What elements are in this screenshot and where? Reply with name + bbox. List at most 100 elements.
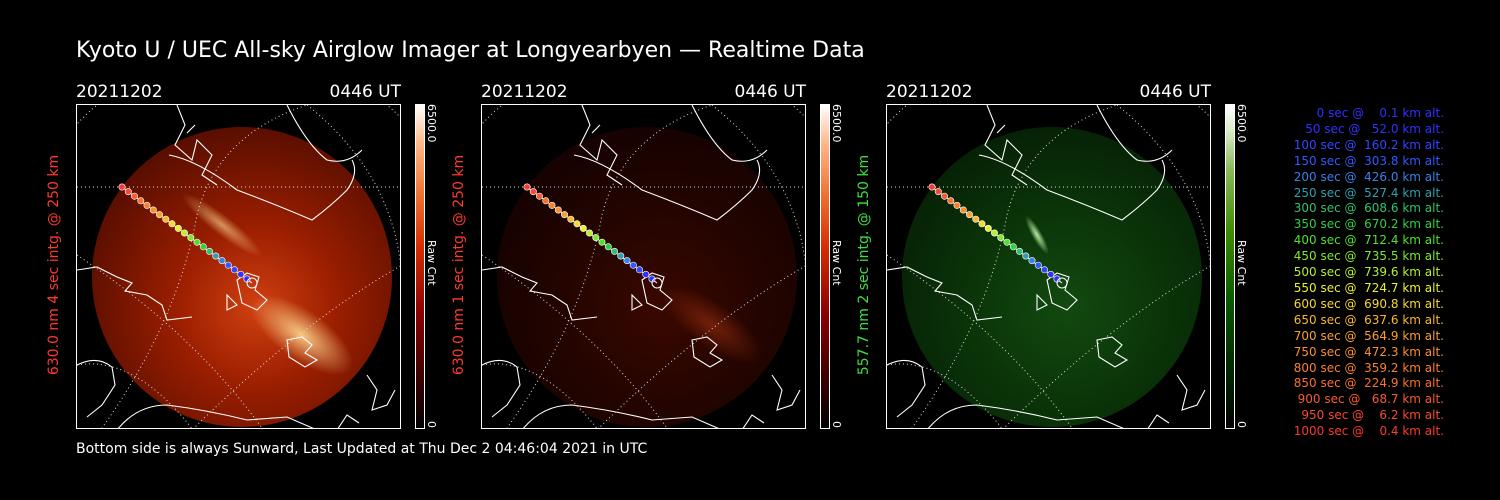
legend-entry: 1000 sec @ 0.4 km alt. — [1293, 424, 1444, 439]
colorbar-unit: Raw Cnt — [1235, 240, 1248, 286]
trajectory-dot — [604, 243, 612, 251]
colorbar-unit: Raw Cnt — [425, 240, 438, 286]
trajectory-dot — [212, 252, 220, 260]
trajectory-dot — [934, 188, 942, 196]
trajectory-dot — [118, 183, 126, 191]
legend-entry: 700 sec @ 564.9 km alt. — [1289, 328, 1444, 343]
panel-wavelength-label: 630.0 nm 1 sec intg. @ 250 km — [451, 154, 467, 376]
legend-entry: 0 sec @ 0.1 km alt. — [1305, 106, 1444, 120]
trajectory-dot — [156, 211, 164, 219]
trajectory-dot — [629, 261, 637, 269]
trajectory-legend: 0 sec @ 0.1 km alt. 50 sec @ 52.0 km alt… — [1262, 106, 1444, 440]
trajectory-dot — [984, 224, 992, 232]
colorbar-min: 0 — [425, 421, 438, 428]
trajectory-dot — [206, 247, 214, 255]
trajectory-dot — [561, 211, 569, 219]
trajectory-dot — [181, 229, 189, 237]
trajectory-dot — [586, 229, 594, 237]
station-marker — [246, 277, 258, 289]
legend-entry: 550 sec @ 724.7 km alt. — [1289, 280, 1444, 295]
trajectory-dot — [611, 247, 619, 255]
trajectory-dot — [237, 270, 245, 278]
panel-wavelength-label: 630.0 nm 4 sec intg. @ 250 km — [46, 154, 62, 376]
trajectory-dot — [1034, 261, 1042, 269]
legend-entry: 350 sec @ 670.2 km alt. — [1289, 217, 1444, 232]
trajectory-dot — [579, 224, 587, 232]
colorbar-max: 6500.0 — [830, 104, 843, 143]
legend-entry: 750 sec @ 472.3 km alt. — [1289, 344, 1444, 359]
colorbar — [1225, 104, 1235, 429]
legend-entry: 650 sec @ 637.6 km alt. — [1289, 312, 1444, 327]
trajectory-dot — [1009, 243, 1017, 251]
trajectory-dot — [218, 257, 226, 265]
trajectory-dot — [193, 238, 201, 246]
legend-entry: 850 sec @ 224.9 km alt. — [1289, 376, 1444, 391]
station-marker — [651, 277, 663, 289]
legend-entry: 450 sec @ 735.5 km alt. — [1289, 249, 1444, 264]
panel-time: 0446 UT — [329, 82, 402, 102]
all-sky-image — [481, 104, 806, 429]
coastlines — [887, 105, 1206, 428]
all-sky-map — [887, 105, 1210, 428]
trajectory-dot — [947, 197, 955, 205]
all-sky-image — [76, 104, 401, 429]
trajectory-dot — [1028, 257, 1036, 265]
panel-time: 0446 UT — [1139, 82, 1212, 102]
trajectory-dot — [548, 201, 556, 209]
trajectory-dot — [529, 188, 537, 196]
panel-date: 20211202 — [481, 82, 568, 102]
trajectory-dot — [224, 261, 232, 269]
panel-wavelength-label: 557.7 nm 2 sec intg. @ 150 km — [856, 154, 872, 376]
trajectory-dot — [573, 220, 581, 228]
all-sky-map — [77, 105, 400, 428]
airglow-panel-3: 20211202 0446 UT 557.7 nm 2 sec intg. @ … — [856, 80, 1296, 430]
legend-entry: 250 sec @ 527.4 km alt. — [1289, 185, 1444, 200]
grid-lines — [482, 105, 805, 428]
trajectory-dot — [636, 266, 644, 274]
trajectory-dot — [143, 201, 151, 209]
trajectory-dot — [940, 192, 948, 200]
trajectory-dot — [1022, 252, 1030, 260]
colorbar-min: 0 — [830, 421, 843, 428]
trajectory-dot — [953, 201, 961, 209]
legend-entry: 900 sec @ 68.7 km alt. — [1293, 392, 1444, 407]
legend-entry: 300 sec @ 608.6 km alt. — [1289, 201, 1444, 216]
trajectory-dot — [149, 206, 157, 214]
page-title: Kyoto U / UEC All-sky Airglow Imager at … — [76, 38, 865, 63]
all-sky-image — [886, 104, 1211, 429]
trajectory-dot — [231, 266, 239, 274]
trajectory-dot — [124, 188, 132, 196]
legend-entry: 600 sec @ 690.8 km alt. — [1289, 296, 1444, 311]
trajectory-dot — [978, 220, 986, 228]
coastlines — [77, 105, 396, 428]
trajectory-dot — [1016, 247, 1024, 255]
airglow-panel-2: 20211202 0446 UT 630.0 nm 1 sec intg. @ … — [451, 80, 891, 430]
rocket-trajectory — [118, 183, 258, 289]
colorbar-unit: Raw Cnt — [830, 240, 843, 286]
airglow-panel-1: 20211202 0446 UT 630.0 nm 4 sec intg. @ … — [46, 80, 486, 430]
trajectory-dot — [137, 197, 145, 205]
trajectory-dot — [168, 220, 176, 228]
colorbar-min: 0 — [1235, 421, 1248, 428]
trajectory-dot — [567, 215, 575, 223]
legend-entry: 200 sec @ 426.0 km alt. — [1289, 169, 1444, 184]
panel-date: 20211202 — [886, 82, 973, 102]
trajectory-dot — [554, 206, 562, 214]
colorbar — [415, 104, 425, 429]
legend-entry: 500 sec @ 739.6 km alt. — [1289, 265, 1444, 280]
trajectory-dot — [617, 252, 625, 260]
trajectory-dot — [199, 243, 207, 251]
colorbar-max: 6500.0 — [425, 104, 438, 143]
legend-entry: 400 sec @ 712.4 km alt. — [1289, 233, 1444, 248]
trajectory-dot — [542, 197, 550, 205]
trajectory-dot — [642, 270, 650, 278]
trajectory-dot — [535, 192, 543, 200]
trajectory-dot — [991, 229, 999, 237]
colorbar-max: 6500.0 — [1235, 104, 1248, 143]
trajectory-dot — [959, 206, 967, 214]
trajectory-dot — [174, 224, 182, 232]
legend-entry: 100 sec @ 160.2 km alt. — [1289, 137, 1444, 152]
legend-entry: 50 sec @ 52.0 km alt. — [1297, 121, 1444, 136]
coastlines — [482, 105, 801, 428]
trajectory-dot — [523, 183, 531, 191]
